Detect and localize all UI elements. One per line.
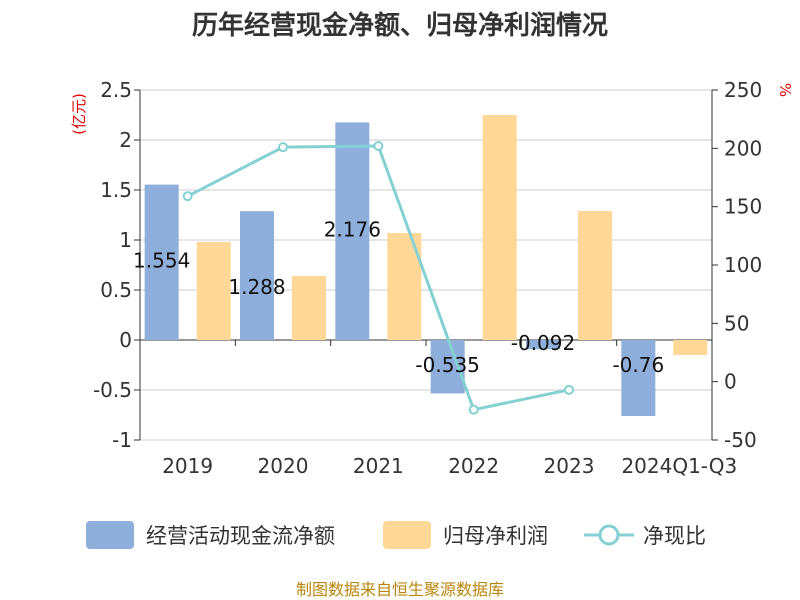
left-tick-label: 0.5 — [100, 278, 132, 302]
x-tick-label: 2022 — [448, 454, 499, 478]
bar-cash-flow-2024Q1-Q3 — [621, 340, 656, 416]
data-label-cash-flow: -0.76 — [612, 353, 664, 377]
legend-label-ratio: 净现比 — [643, 524, 706, 548]
bar-cash-flow-2023 — [526, 340, 560, 350]
bar-net-profit-2019 — [196, 242, 231, 340]
bar-net-profit-2020 — [292, 276, 326, 340]
right-tick-label: 50 — [724, 311, 749, 335]
ratio-point — [468, 404, 479, 415]
ratio-point — [278, 142, 288, 153]
ratio-point — [564, 384, 574, 395]
right-tick-label: 250 — [724, 78, 762, 102]
left-tick-label: 0 — [119, 328, 132, 352]
left-tick-label: 1.5 — [100, 178, 132, 202]
left-tick-label: 2 — [119, 128, 132, 152]
x-tick-label: 2024Q1-Q3 — [621, 454, 737, 478]
legend-label-cash-flow: 经营活动现金流净额 — [146, 524, 335, 548]
right-tick-label: 0 — [724, 370, 737, 394]
legend: 经营活动现金流净额 归母净利润 净现比 — [86, 521, 706, 549]
left-tick-label: -1 — [112, 428, 132, 452]
legend-swatch-net-profit — [383, 521, 431, 549]
left-axis-unit: (亿元) — [70, 93, 88, 135]
ratio-point — [373, 141, 384, 151]
bar-net-profit-2023 — [578, 211, 612, 340]
ratio-line — [182, 141, 574, 415]
bar-cash-flow-2020 — [240, 211, 274, 340]
bar-net-profit-2024Q1-Q3 — [673, 340, 708, 355]
legend-swatch-ratio-marker — [598, 524, 620, 546]
tick-labels: 2.5 2 1.5 1 0.5 0 -0.5 -1 250 200 150 100 50 0 -50 2019… — [93, 78, 762, 478]
left-tick-label: 1 — [119, 228, 132, 252]
right-tick-label: -50 — [724, 428, 757, 452]
left-tick-label: -0.5 — [93, 378, 132, 402]
bars — [144, 115, 708, 416]
legend-label-net-profit: 归母净利润 — [443, 524, 548, 548]
x-tick-label: 2023 — [544, 454, 595, 478]
axes — [134, 89, 718, 441]
ratio-point — [182, 191, 193, 202]
data-labels: 1.554 1.288 2.176 -0.535 -0.092 -0.76 — [133, 217, 664, 377]
right-axis-unit: % — [776, 83, 794, 97]
bar-cash-flow-2019 — [144, 184, 179, 340]
grid — [140, 89, 712, 441]
data-label-cash-flow: 1.554 — [133, 249, 190, 273]
left-tick-label: 2.5 — [100, 78, 132, 102]
right-tick-label: 100 — [724, 253, 762, 277]
x-tick-label: 2019 — [162, 454, 213, 478]
data-label-cash-flow: 1.288 — [228, 275, 285, 299]
bar-net-profit-2022 — [482, 115, 517, 340]
data-label-cash-flow: -0.535 — [415, 353, 479, 377]
right-tick-label: 200 — [724, 136, 762, 160]
right-tick-label: 150 — [724, 195, 762, 219]
source-note: 制图数据来自恒生聚源数据库 — [296, 580, 504, 599]
data-label-cash-flow: 2.176 — [324, 217, 381, 241]
x-tick-label: 2020 — [258, 454, 309, 478]
bar-cash-flow-2021 — [335, 122, 370, 341]
chart-title: 历年经营现金净额、归母净利润情况 — [192, 10, 608, 41]
x-tick-label: 2021 — [353, 454, 404, 478]
legend-swatch-cash-flow — [86, 521, 134, 549]
data-label-cash-flow: -0.092 — [511, 331, 575, 355]
